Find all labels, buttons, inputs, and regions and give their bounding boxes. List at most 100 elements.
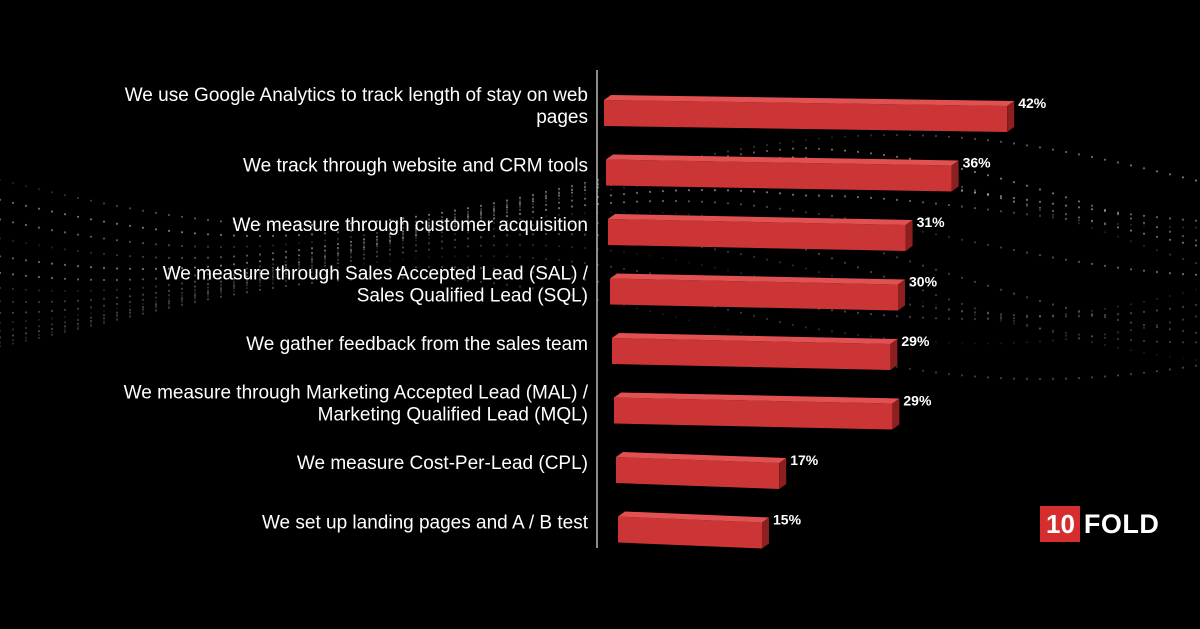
background-dot xyxy=(167,284,171,287)
background-dot xyxy=(167,294,171,297)
background-dot xyxy=(1168,225,1172,229)
bar xyxy=(604,100,1008,132)
background-dot xyxy=(115,278,119,282)
background-dot xyxy=(440,265,444,269)
background-dot xyxy=(986,342,990,345)
background-dot xyxy=(583,212,587,215)
background-dot xyxy=(999,196,1003,200)
background-dot xyxy=(557,191,561,195)
background-dot xyxy=(687,261,691,264)
background-dot xyxy=(544,208,548,211)
background-dot xyxy=(362,250,366,253)
background-dot xyxy=(401,239,405,242)
background-dot xyxy=(973,311,977,314)
background-dot xyxy=(492,282,496,285)
background-dot xyxy=(804,194,808,197)
background-dot xyxy=(1194,341,1198,344)
background-dot xyxy=(570,195,574,198)
background-dot xyxy=(440,219,444,222)
background-dot xyxy=(362,244,366,247)
background-dot xyxy=(37,188,41,191)
background-dot xyxy=(492,214,496,217)
background-dot xyxy=(89,266,93,269)
background-dot xyxy=(50,276,54,280)
background-dot xyxy=(232,221,236,224)
background-dot xyxy=(986,316,990,319)
value-label: 42% xyxy=(1018,95,1047,111)
background-dot xyxy=(1129,217,1133,220)
background-dot xyxy=(11,328,15,331)
background-dot xyxy=(1194,315,1198,318)
background-dot xyxy=(1142,214,1146,217)
background-dot xyxy=(1155,353,1159,356)
background-dot xyxy=(388,277,392,280)
background-dot xyxy=(934,317,938,320)
background-dot xyxy=(154,256,158,259)
background-dot xyxy=(505,243,509,247)
background-dot xyxy=(414,239,418,242)
background-dot xyxy=(440,235,444,238)
background-dot xyxy=(401,258,405,261)
background-dot xyxy=(960,189,964,192)
background-dot xyxy=(1142,323,1146,327)
background-dot xyxy=(544,203,548,206)
background-dot xyxy=(102,317,106,320)
background-dot xyxy=(141,267,145,271)
background-dot xyxy=(518,218,522,221)
background-dot xyxy=(349,249,353,252)
background-dot xyxy=(401,232,405,235)
background-dot xyxy=(492,211,496,214)
background-dot xyxy=(1051,213,1055,216)
background-dot xyxy=(336,258,340,261)
background-dot xyxy=(726,269,730,272)
background-dot xyxy=(882,252,886,255)
background-dot xyxy=(1194,273,1198,276)
background-dot xyxy=(323,273,327,276)
background-dot xyxy=(505,255,509,258)
background-dot xyxy=(1103,221,1107,224)
background-dot xyxy=(206,283,210,286)
bar xyxy=(606,159,952,192)
background-dot xyxy=(947,298,951,301)
background-dot xyxy=(1103,333,1107,336)
background-dot xyxy=(258,284,262,287)
background-dot xyxy=(999,317,1003,320)
background-dot xyxy=(1116,222,1120,225)
background-dot xyxy=(440,221,444,224)
background-dot xyxy=(921,230,925,233)
background-dot xyxy=(284,243,288,246)
background-dot xyxy=(1103,314,1107,317)
background-dot xyxy=(258,276,262,279)
background-dot xyxy=(180,303,184,306)
background-dot xyxy=(557,245,561,248)
background-dot xyxy=(24,332,28,335)
background-dot xyxy=(63,330,67,333)
background-dot xyxy=(1103,336,1107,339)
background-dot xyxy=(1116,305,1120,308)
background-dot xyxy=(89,312,93,315)
background-dot xyxy=(232,269,236,272)
background-dot xyxy=(882,134,886,137)
background-dot xyxy=(804,138,808,141)
background-dot xyxy=(362,221,366,224)
background-dot xyxy=(1168,253,1172,256)
background-dot xyxy=(1142,310,1146,313)
background-dot xyxy=(1012,317,1016,320)
background-dot xyxy=(557,187,561,190)
background-dot xyxy=(388,259,392,262)
background-dot xyxy=(440,211,444,214)
background-dot xyxy=(1129,349,1133,352)
category-label-line: We track through website and CRM tools xyxy=(243,156,588,177)
background-dot xyxy=(1181,341,1185,344)
background-dot xyxy=(11,339,15,342)
logo-word: FOLD xyxy=(1083,509,1160,539)
background-dot xyxy=(50,300,54,303)
background-dot xyxy=(1090,220,1094,223)
background-dot xyxy=(219,276,223,279)
background-dot xyxy=(882,153,886,156)
background-dot xyxy=(869,196,873,199)
background-dot xyxy=(336,231,340,234)
bar xyxy=(608,219,906,251)
background-dot xyxy=(1077,315,1081,318)
background-dot xyxy=(1155,297,1159,301)
